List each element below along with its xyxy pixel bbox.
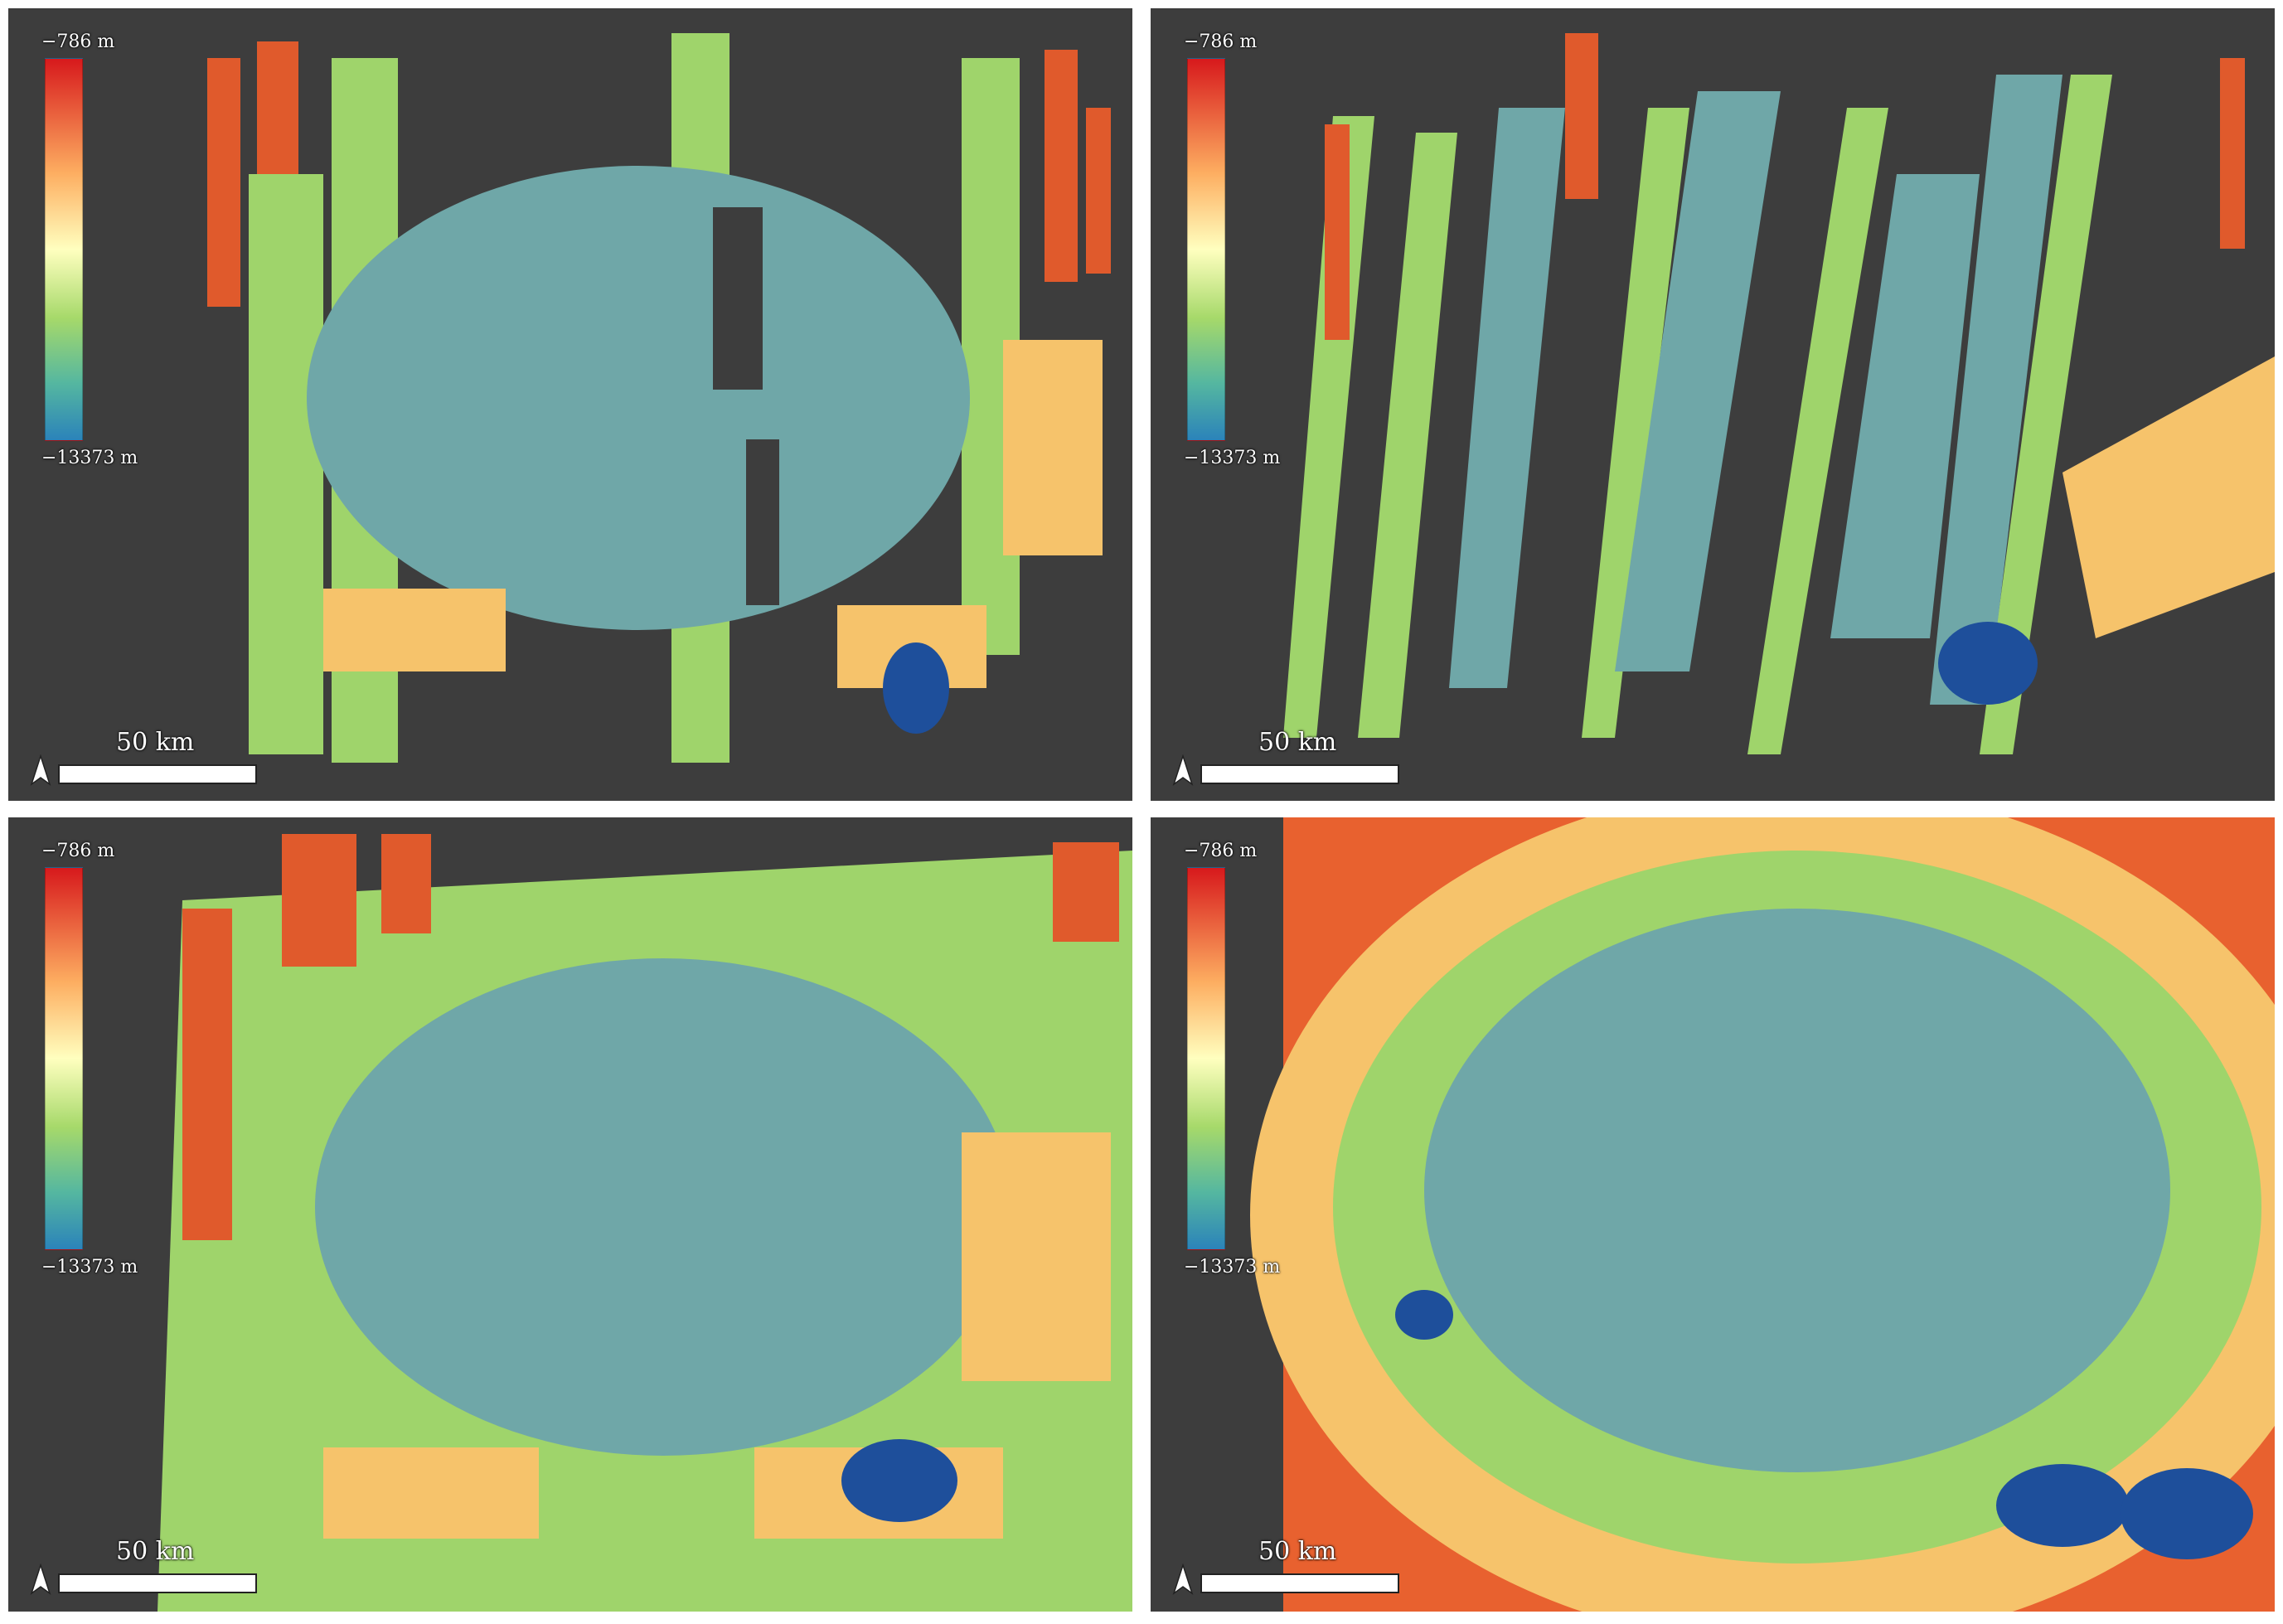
scale-bar-label: 50 km [1258,1537,1337,1566]
scale-bar-label: 50 km [1258,728,1337,757]
colorbar-max-label: −786 m [1184,32,1258,52]
scale-bar-label: 50 km [116,1537,195,1566]
map-panel-bottom-right: −786 m −13373 m 50 km [1151,817,2275,1612]
colorbar-max-label: −786 m [41,32,115,52]
colorbar-min-label: −13373 m [1184,448,1281,468]
north-arrow-icon [1172,754,1194,786]
scale-bar [58,764,257,784]
north-arrow-icon [30,1563,51,1595]
elevation-colorbar [45,58,83,441]
elevation-colorbar [1187,867,1225,1250]
colorbar-min-label: −13373 m [41,1257,138,1277]
colorbar-min-label: −13373 m [41,448,138,468]
map-panel-top-right: −786 m −13373 m 50 km [1151,8,2275,801]
dem-strips-map [8,8,1132,801]
dem-strips-map [8,817,1132,1612]
scale-bar [1200,764,1399,784]
colorbar-max-label: −786 m [41,841,115,861]
elevation-colorbar [45,867,83,1250]
map-panel-top-left: −786 m −13373 m 50 km [8,8,1132,801]
dem-strips-map [1151,8,2275,801]
scale-bar [1200,1573,1399,1593]
dem-full-coverage-map [1151,817,2275,1612]
colorbar-max-label: −786 m [1184,841,1258,861]
north-arrow-icon [30,754,51,786]
north-arrow-icon [1172,1563,1194,1595]
colorbar-min-label: −13373 m [1184,1257,1281,1277]
scale-bar [58,1573,257,1593]
elevation-colorbar [1187,58,1225,441]
map-panel-bottom-left: −786 m −13373 m 50 km [8,817,1132,1612]
scale-bar-label: 50 km [116,728,195,757]
